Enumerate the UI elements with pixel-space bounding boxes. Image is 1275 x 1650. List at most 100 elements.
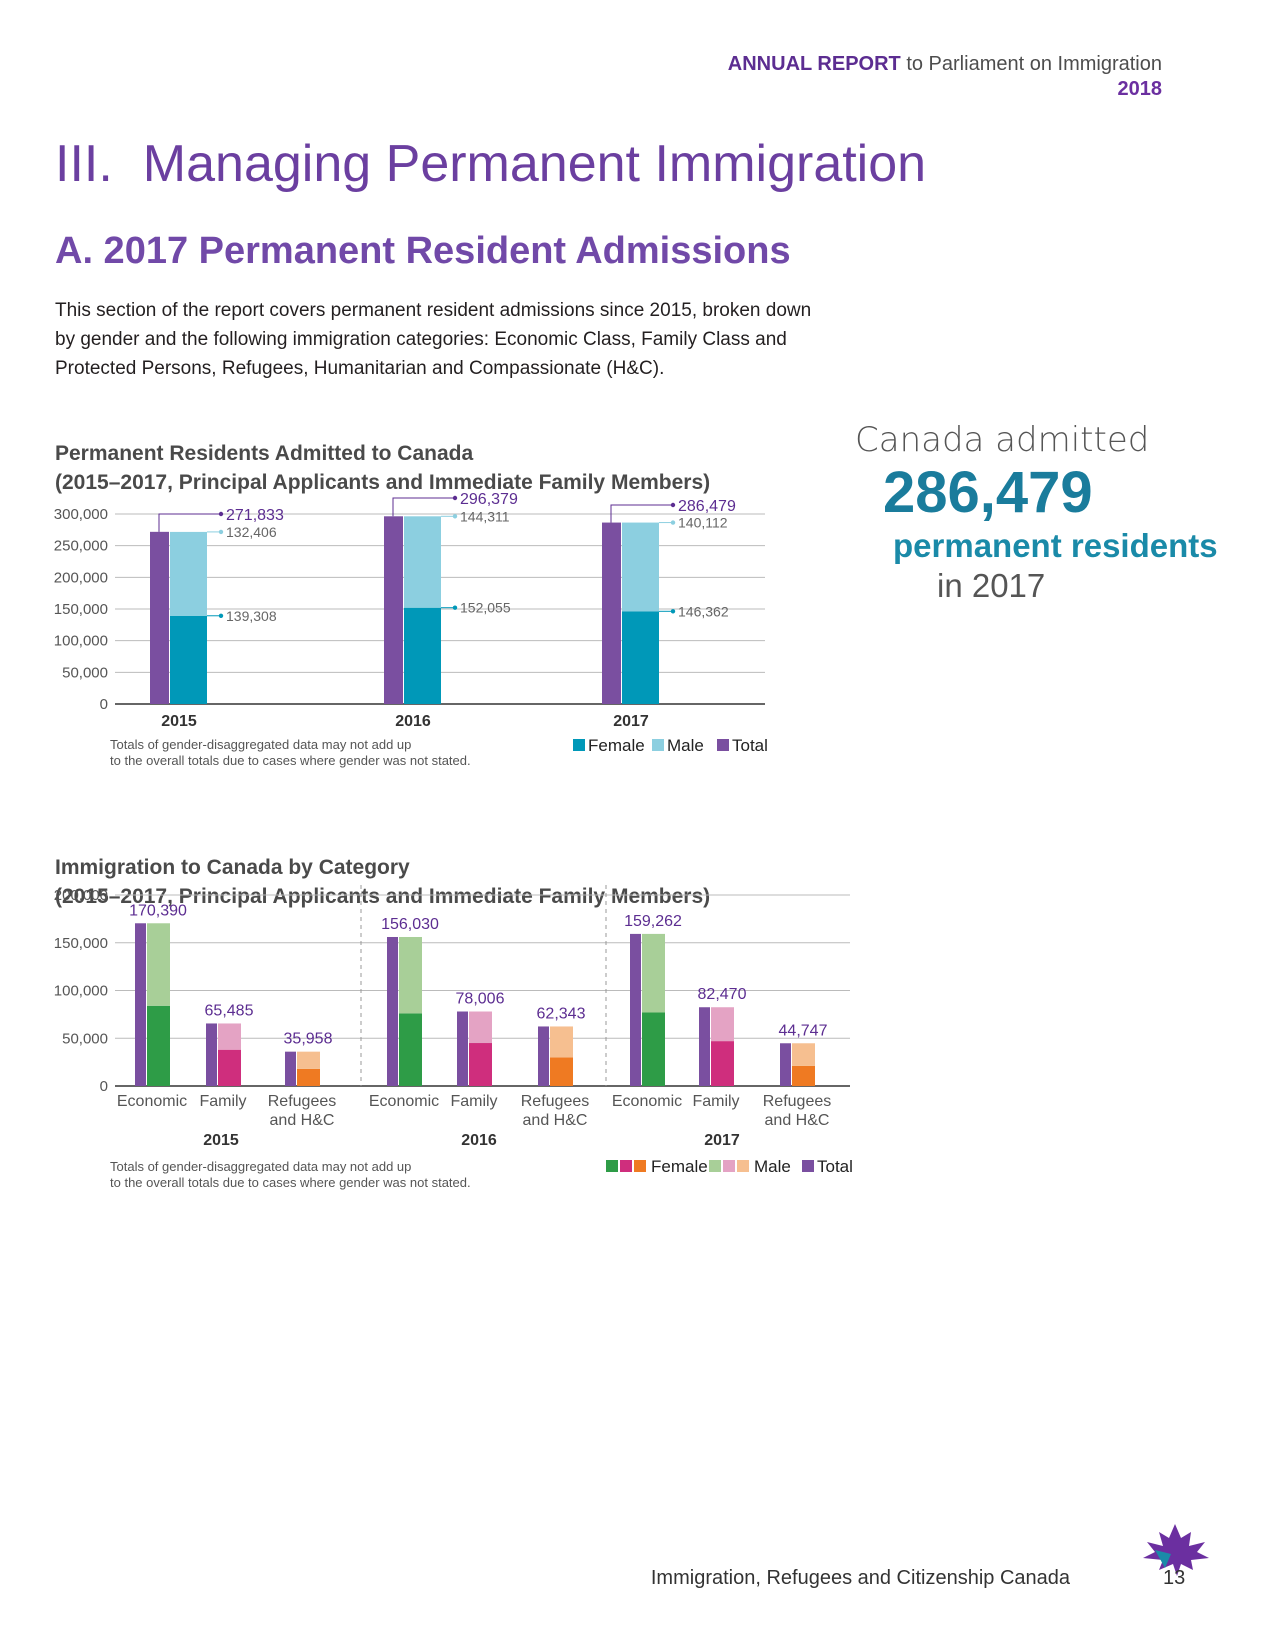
data-label-total: 82,470 [698, 986, 747, 1003]
male-leader-dot [670, 520, 676, 525]
data-label-total: 44,747 [779, 1022, 828, 1039]
x-tick-label: Economic [369, 1093, 439, 1110]
bar-total [285, 1051, 296, 1086]
y-tick-label: 50,000 [62, 1030, 108, 1047]
bar-female [399, 1013, 422, 1086]
bar-male [399, 936, 422, 1014]
y-tick-label: 150,000 [54, 601, 108, 618]
y-tick-label: 200,000 [54, 887, 108, 904]
subsection-title: A. 2017 Permanent Resident Admissions [55, 230, 791, 272]
bar-total [457, 1011, 468, 1086]
bar-female [218, 1049, 241, 1086]
bar-total [384, 516, 403, 704]
bar-female [297, 1068, 320, 1086]
legend-swatch [717, 739, 729, 751]
chart1-permanent-residents: 0 50,000 100,000 150,000 200,000 250,000 300,0… [54, 491, 768, 768]
report-header-year: 2018 [1117, 78, 1163, 100]
bar-total [630, 933, 641, 1086]
x-tick-label: Refugees [268, 1093, 337, 1110]
x-tick-label: Family [692, 1093, 739, 1110]
chart2-immigration-by-category: 0 50,000 100,000 150,000 200,000 170,390 Econo… [54, 885, 853, 1190]
bar-total [150, 531, 169, 704]
chart1-subtitle: (2015–2017, Principal Applicants and Imm… [55, 471, 711, 494]
data-label-total: 170,390 [129, 902, 187, 919]
x-tick-label: Economic [117, 1093, 187, 1110]
total-leader-line [392, 497, 455, 517]
data-label-total: 78,006 [456, 991, 505, 1008]
callout-lead: Canada admitted [855, 420, 1150, 460]
legend-swatch [709, 1160, 721, 1172]
data-label-female: 152,055 [460, 600, 511, 616]
total-leader-line [158, 513, 221, 532]
bar-male [147, 923, 170, 1006]
y-tick-label: 300,000 [54, 506, 108, 523]
data-label-male: 140,112 [678, 515, 728, 531]
x-tick-label: Family [199, 1093, 246, 1110]
bar-male [218, 1023, 241, 1050]
bar-male [170, 531, 207, 616]
legend-label: Female [651, 1157, 708, 1176]
chart-note-line2: to the overall totals due to cases where… [110, 753, 471, 768]
chart1-title-block: Permanent Residents Admitted to Canada (… [55, 439, 710, 497]
bar-female [147, 1005, 170, 1086]
y-tick-label: 250,000 [54, 538, 108, 555]
chart-note-line1: Totals of gender-disaggregated data may … [110, 1159, 411, 1174]
bar-male [622, 522, 659, 612]
bar-female [170, 615, 207, 704]
bar-total [387, 936, 398, 1086]
x-tick-label: 2017 [613, 713, 649, 730]
group-year-label: 2015 [203, 1132, 239, 1149]
female-leader-dot [452, 605, 458, 610]
report-header-line: ANNUAL REPORT to Parliament on Immigrati… [728, 52, 1162, 77]
legend-label: Male [667, 736, 704, 755]
x-tick-label: Economic [612, 1093, 682, 1110]
group-year-label: 2017 [704, 1132, 740, 1149]
y-tick-label: 100,000 [54, 633, 108, 650]
bar-total [135, 923, 146, 1086]
bar-male [711, 1007, 734, 1042]
bar-female [404, 607, 441, 704]
callout-number: 286,479 [883, 460, 1093, 525]
total-leader-dot [452, 495, 458, 501]
bar-female [642, 1012, 665, 1086]
bar-total [602, 522, 621, 704]
section-number: III. [55, 135, 113, 193]
data-label-total: 296,379 [460, 491, 518, 508]
bar-total [538, 1026, 549, 1086]
data-label-total: 286,479 [678, 498, 736, 515]
data-label-total: 65,485 [205, 1002, 254, 1019]
legend-swatch [723, 1160, 735, 1172]
x-tick-label: Refugees [763, 1093, 832, 1110]
report-header-bold: ANNUAL REPORT [727, 53, 901, 75]
x-tick-label: 2015 [161, 713, 197, 730]
callout-line3: in 2017 [937, 567, 1046, 604]
bar-male [792, 1043, 815, 1066]
male-leader-dot [218, 529, 224, 535]
legend-swatch [634, 1160, 646, 1172]
y-tick-label: 0 [100, 696, 108, 713]
x-tick-label: Refugees [521, 1093, 590, 1110]
bar-male [469, 1011, 492, 1044]
page-number: 13 [1163, 1567, 1186, 1589]
legend-swatch [802, 1160, 814, 1172]
report-header-rest: to Parliament on Immigration [900, 53, 1162, 75]
legend-swatch [652, 739, 664, 751]
x-tick-label: 2016 [395, 713, 431, 730]
total-leader-dot [670, 502, 676, 508]
data-label-total: 156,030 [381, 916, 439, 933]
data-label-male: 144,311 [460, 508, 510, 524]
bar-total [699, 1007, 710, 1086]
section-title-text: Managing Permanent Immigration [142, 135, 927, 193]
bar-male [297, 1051, 320, 1069]
legend-label: Male [754, 1157, 791, 1176]
report-header: ANNUAL REPORT to Parliament on Immigrati… [728, 52, 1162, 102]
bar-female [550, 1057, 573, 1086]
bar-male [550, 1026, 573, 1058]
male-leader-dot [452, 514, 458, 519]
bar-total [780, 1043, 791, 1086]
legend-swatch [620, 1160, 632, 1172]
legend-swatch [606, 1160, 618, 1172]
chart2-subtitle: (2015–2017, Principal Applicants and Imm… [55, 885, 711, 908]
bar-total [206, 1023, 217, 1086]
y-tick-label: 0 [100, 1078, 108, 1095]
